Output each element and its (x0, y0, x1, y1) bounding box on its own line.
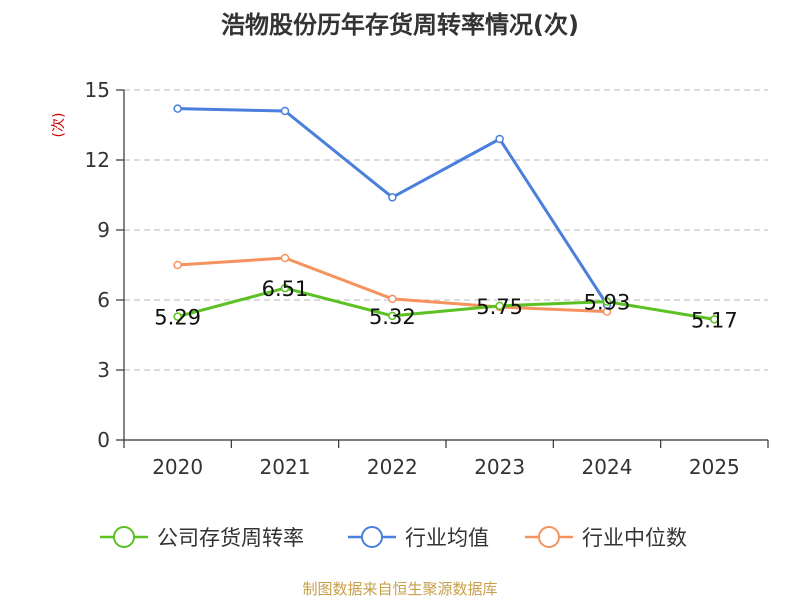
series-line (177, 107, 609, 306)
data-point (173, 260, 182, 270)
x-tick-label: 2020 (152, 455, 203, 479)
legend-label: 公司存货周转率 (157, 526, 304, 550)
legend-swatch-marker (361, 526, 383, 548)
chart-title: 浩物股份历年存货周转率情况(次) (221, 11, 579, 39)
legend-label: 行业中位数 (582, 526, 687, 550)
legend-swatch-marker (113, 526, 135, 548)
series-line (177, 286, 715, 321)
x-tick-label: 2025 (689, 455, 740, 479)
x-tick-label: 2021 (260, 455, 311, 479)
data-point (602, 297, 612, 306)
data-point (388, 311, 397, 321)
y-tick-label: 9 (97, 218, 110, 242)
y-axis-unit: (次) (51, 113, 67, 138)
y-tick-label: 12 (85, 148, 110, 172)
data-point (710, 315, 719, 324)
y-tick-label: 15 (85, 78, 110, 102)
x-tick-label: 2023 (474, 455, 525, 479)
data-label: 5.17 (691, 308, 738, 332)
legend-label: 行业均值 (405, 526, 489, 550)
data-label: 6.51 (262, 277, 309, 301)
series-lines (173, 104, 719, 324)
data-point (280, 106, 290, 116)
data-point (388, 294, 397, 304)
grid-lines (124, 89, 768, 371)
data-labels: 5.29 6.51 5.32 5.75 5.93 5.17 (154, 277, 737, 332)
legend: 公司存货周转率 行业均值 行业中位数 (100, 526, 687, 550)
data-point (280, 283, 290, 293)
data-label: 5.75 (476, 295, 523, 319)
axes: 0 3 6 9 12 15 2020 2021 2022 2023 2024 2025 (85, 78, 769, 479)
source-note: 制图数据来自恒生聚源数据库 (302, 580, 497, 598)
data-point (495, 134, 504, 144)
y-tick-label: 6 (97, 288, 110, 312)
y-tick-label: 3 (97, 358, 110, 382)
data-point (280, 253, 290, 263)
x-tick-label: 2024 (582, 455, 633, 479)
y-tick-label: 0 (97, 428, 110, 452)
data-label: 5.32 (369, 305, 416, 329)
data-point (173, 312, 182, 321)
data-label: 5.93 (584, 291, 631, 315)
data-point (495, 301, 504, 311)
x-tick-label: 2022 (367, 455, 418, 479)
legend-swatch-marker (538, 526, 560, 548)
data-point (173, 104, 182, 113)
data-label: 5.29 (154, 306, 201, 330)
data-point (388, 193, 397, 202)
